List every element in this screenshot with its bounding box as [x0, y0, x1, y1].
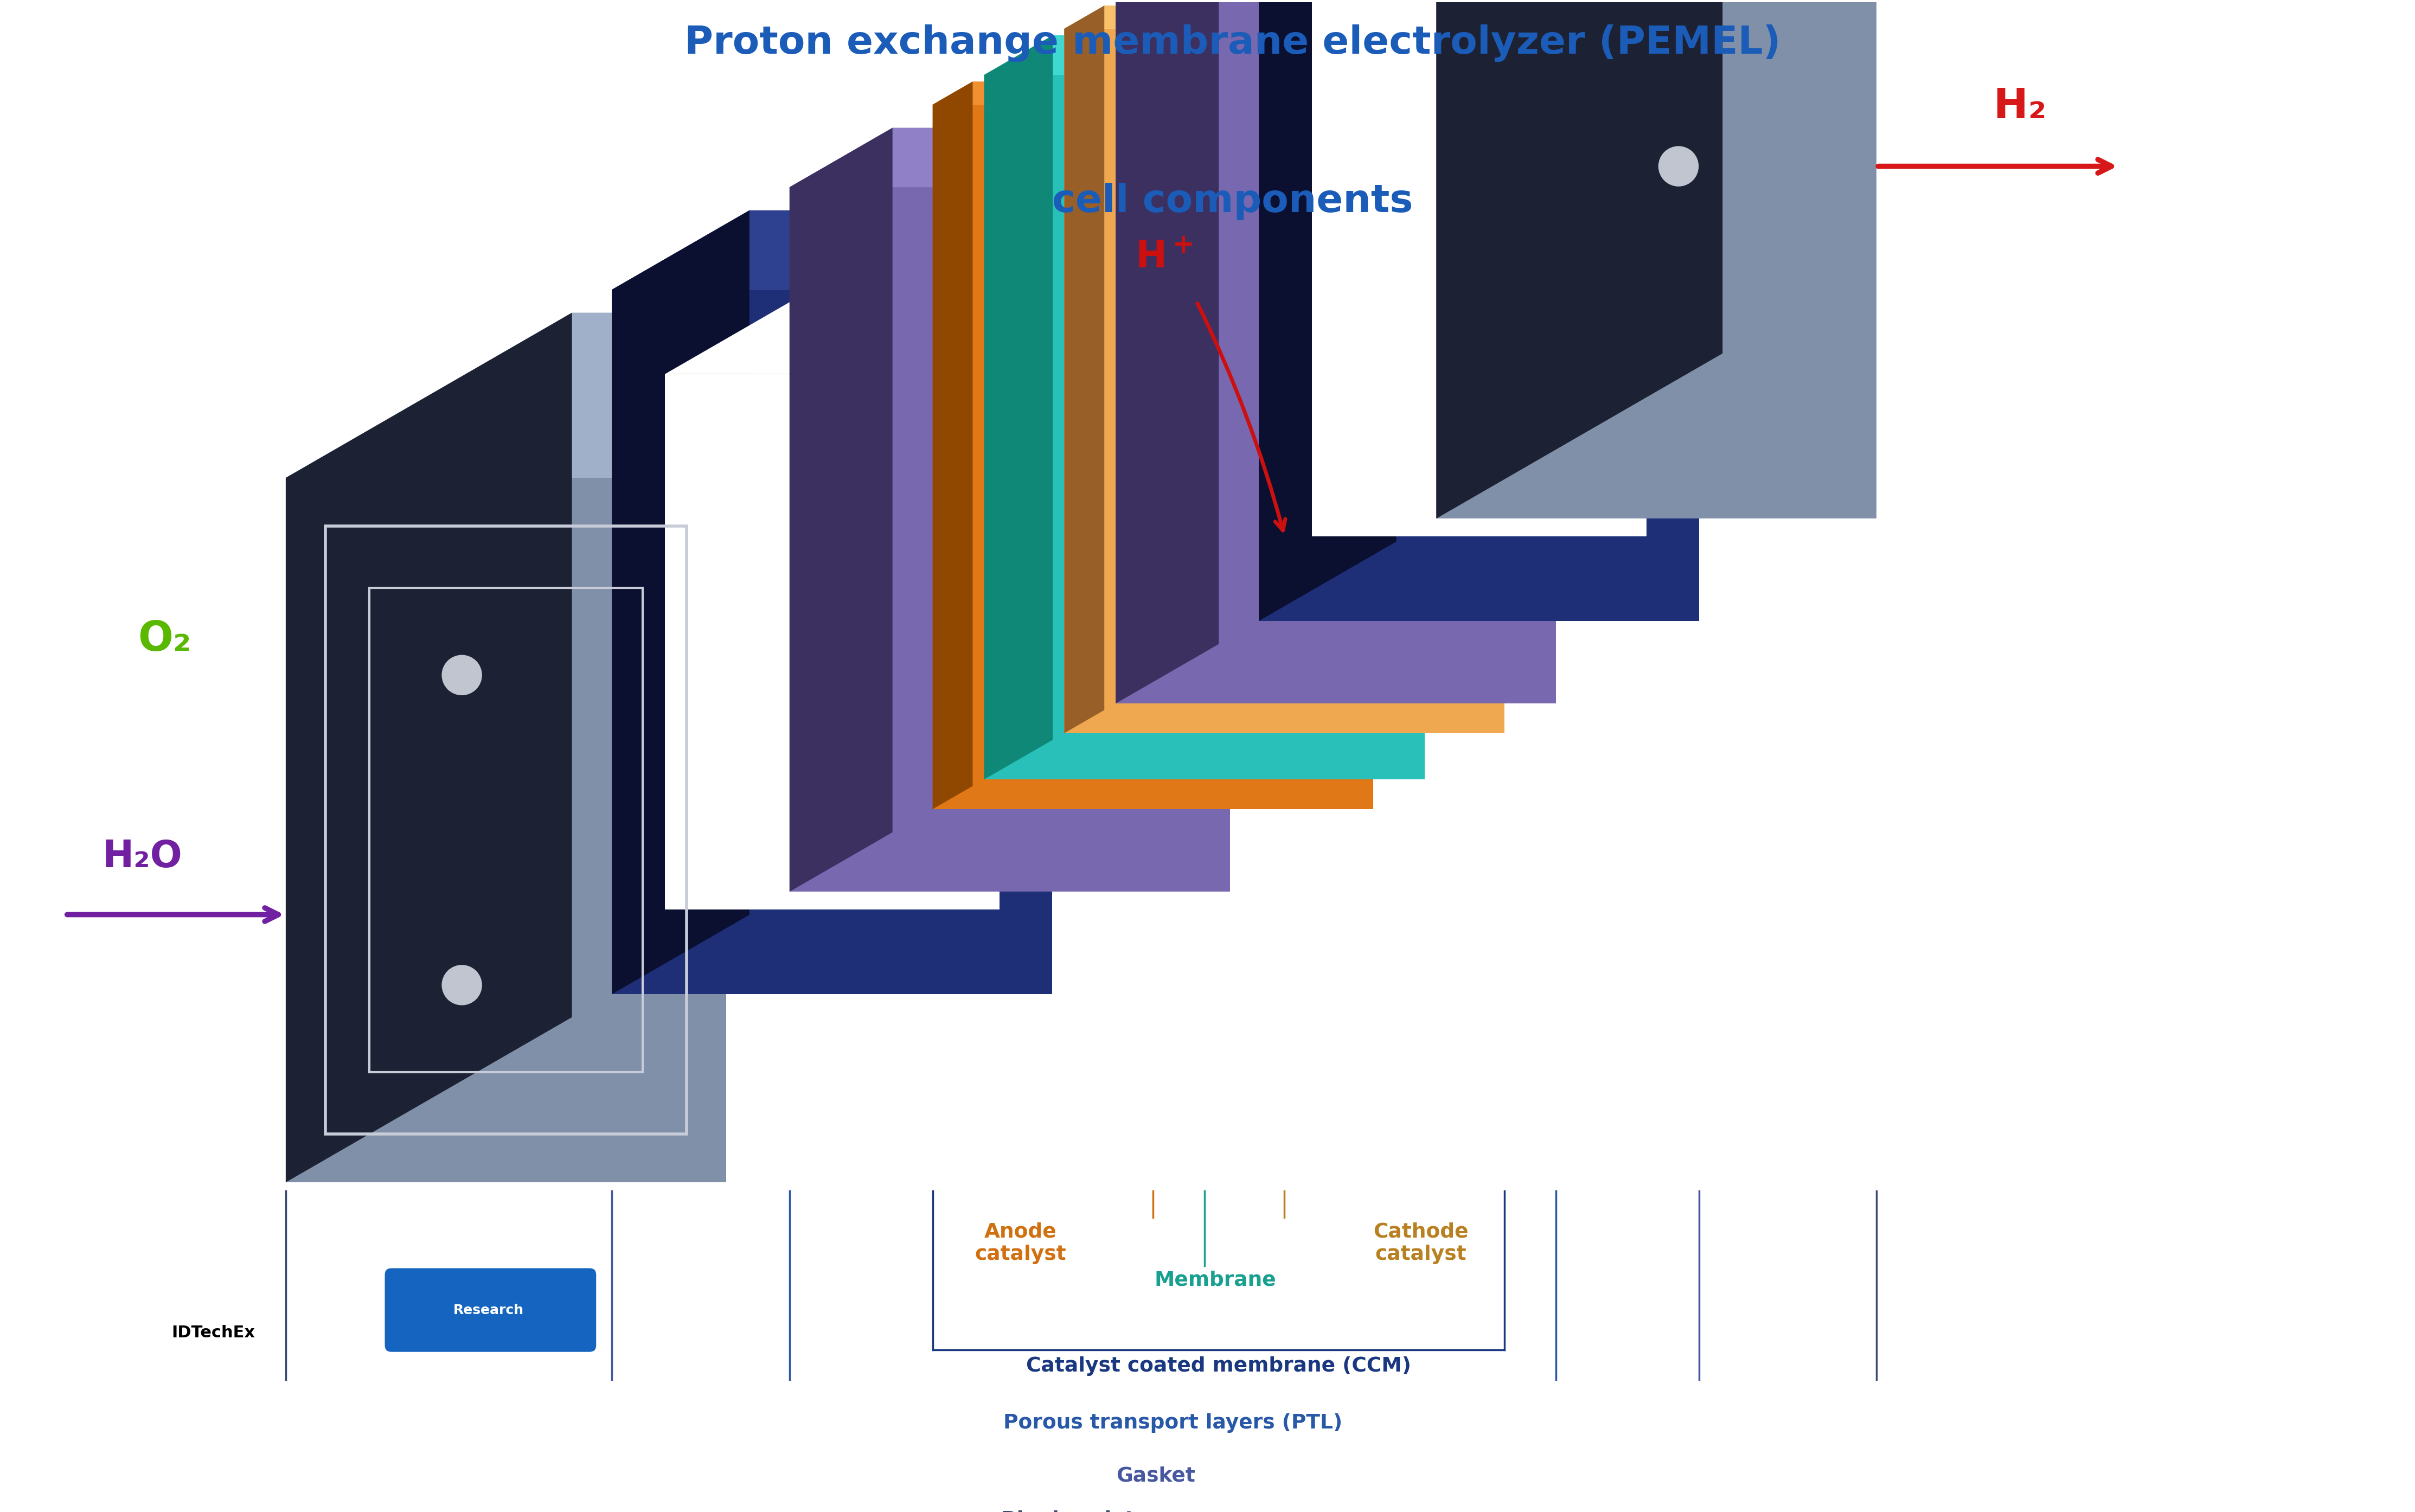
Polygon shape	[932, 104, 1372, 809]
Polygon shape	[1437, 0, 1876, 519]
Polygon shape	[611, 210, 749, 993]
Polygon shape	[790, 127, 894, 892]
Text: Anode
catalyst: Anode catalyst	[976, 1222, 1067, 1264]
Polygon shape	[790, 187, 1229, 892]
Circle shape	[442, 655, 481, 696]
Polygon shape	[664, 295, 1137, 373]
Text: Research: Research	[454, 1303, 524, 1317]
Polygon shape	[1116, 0, 1555, 703]
Polygon shape	[1258, 0, 1396, 621]
Text: Catalyst coated membrane (CCM): Catalyst coated membrane (CCM)	[1026, 1356, 1410, 1376]
Polygon shape	[983, 35, 1492, 76]
Polygon shape	[611, 210, 1191, 290]
Text: IDTechEx: IDTechEx	[171, 1325, 254, 1341]
Polygon shape	[664, 373, 1000, 910]
Text: cell components: cell components	[1053, 183, 1413, 221]
Polygon shape	[1065, 6, 1104, 733]
Circle shape	[442, 965, 481, 1005]
Text: Cathode
catalyst: Cathode catalyst	[1374, 1222, 1468, 1264]
Polygon shape	[285, 313, 572, 1182]
Polygon shape	[790, 127, 1333, 187]
Polygon shape	[1065, 29, 1505, 733]
Polygon shape	[285, 313, 1012, 478]
Polygon shape	[932, 82, 973, 809]
Text: H₂O: H₂O	[101, 839, 184, 875]
Text: Membrane: Membrane	[1154, 1270, 1275, 1290]
Polygon shape	[611, 290, 1053, 993]
Text: H₂: H₂	[1992, 86, 2046, 127]
Circle shape	[1659, 147, 1698, 186]
Text: Porous transport layers (PTL): Porous transport layers (PTL)	[1002, 1414, 1343, 1433]
Polygon shape	[983, 76, 1425, 780]
Polygon shape	[1437, 0, 1722, 519]
Polygon shape	[932, 82, 1413, 104]
Text: Proton exchange membrane electrolyzer (PEMEL): Proton exchange membrane electrolyzer (P…	[683, 24, 1780, 62]
Polygon shape	[1311, 2, 1647, 537]
Text: O₂: O₂	[138, 618, 191, 659]
FancyBboxPatch shape	[384, 1269, 597, 1352]
Polygon shape	[983, 35, 1053, 780]
Polygon shape	[1258, 0, 1700, 621]
Text: Bipolar plates: Bipolar plates	[1002, 1510, 1162, 1512]
Text: $\mathbf{H^+}$: $\mathbf{H^+}$	[1135, 239, 1193, 275]
Text: Gasket: Gasket	[1116, 1467, 1195, 1486]
Polygon shape	[1065, 6, 1546, 29]
Polygon shape	[1116, 0, 1220, 703]
Polygon shape	[285, 478, 727, 1182]
